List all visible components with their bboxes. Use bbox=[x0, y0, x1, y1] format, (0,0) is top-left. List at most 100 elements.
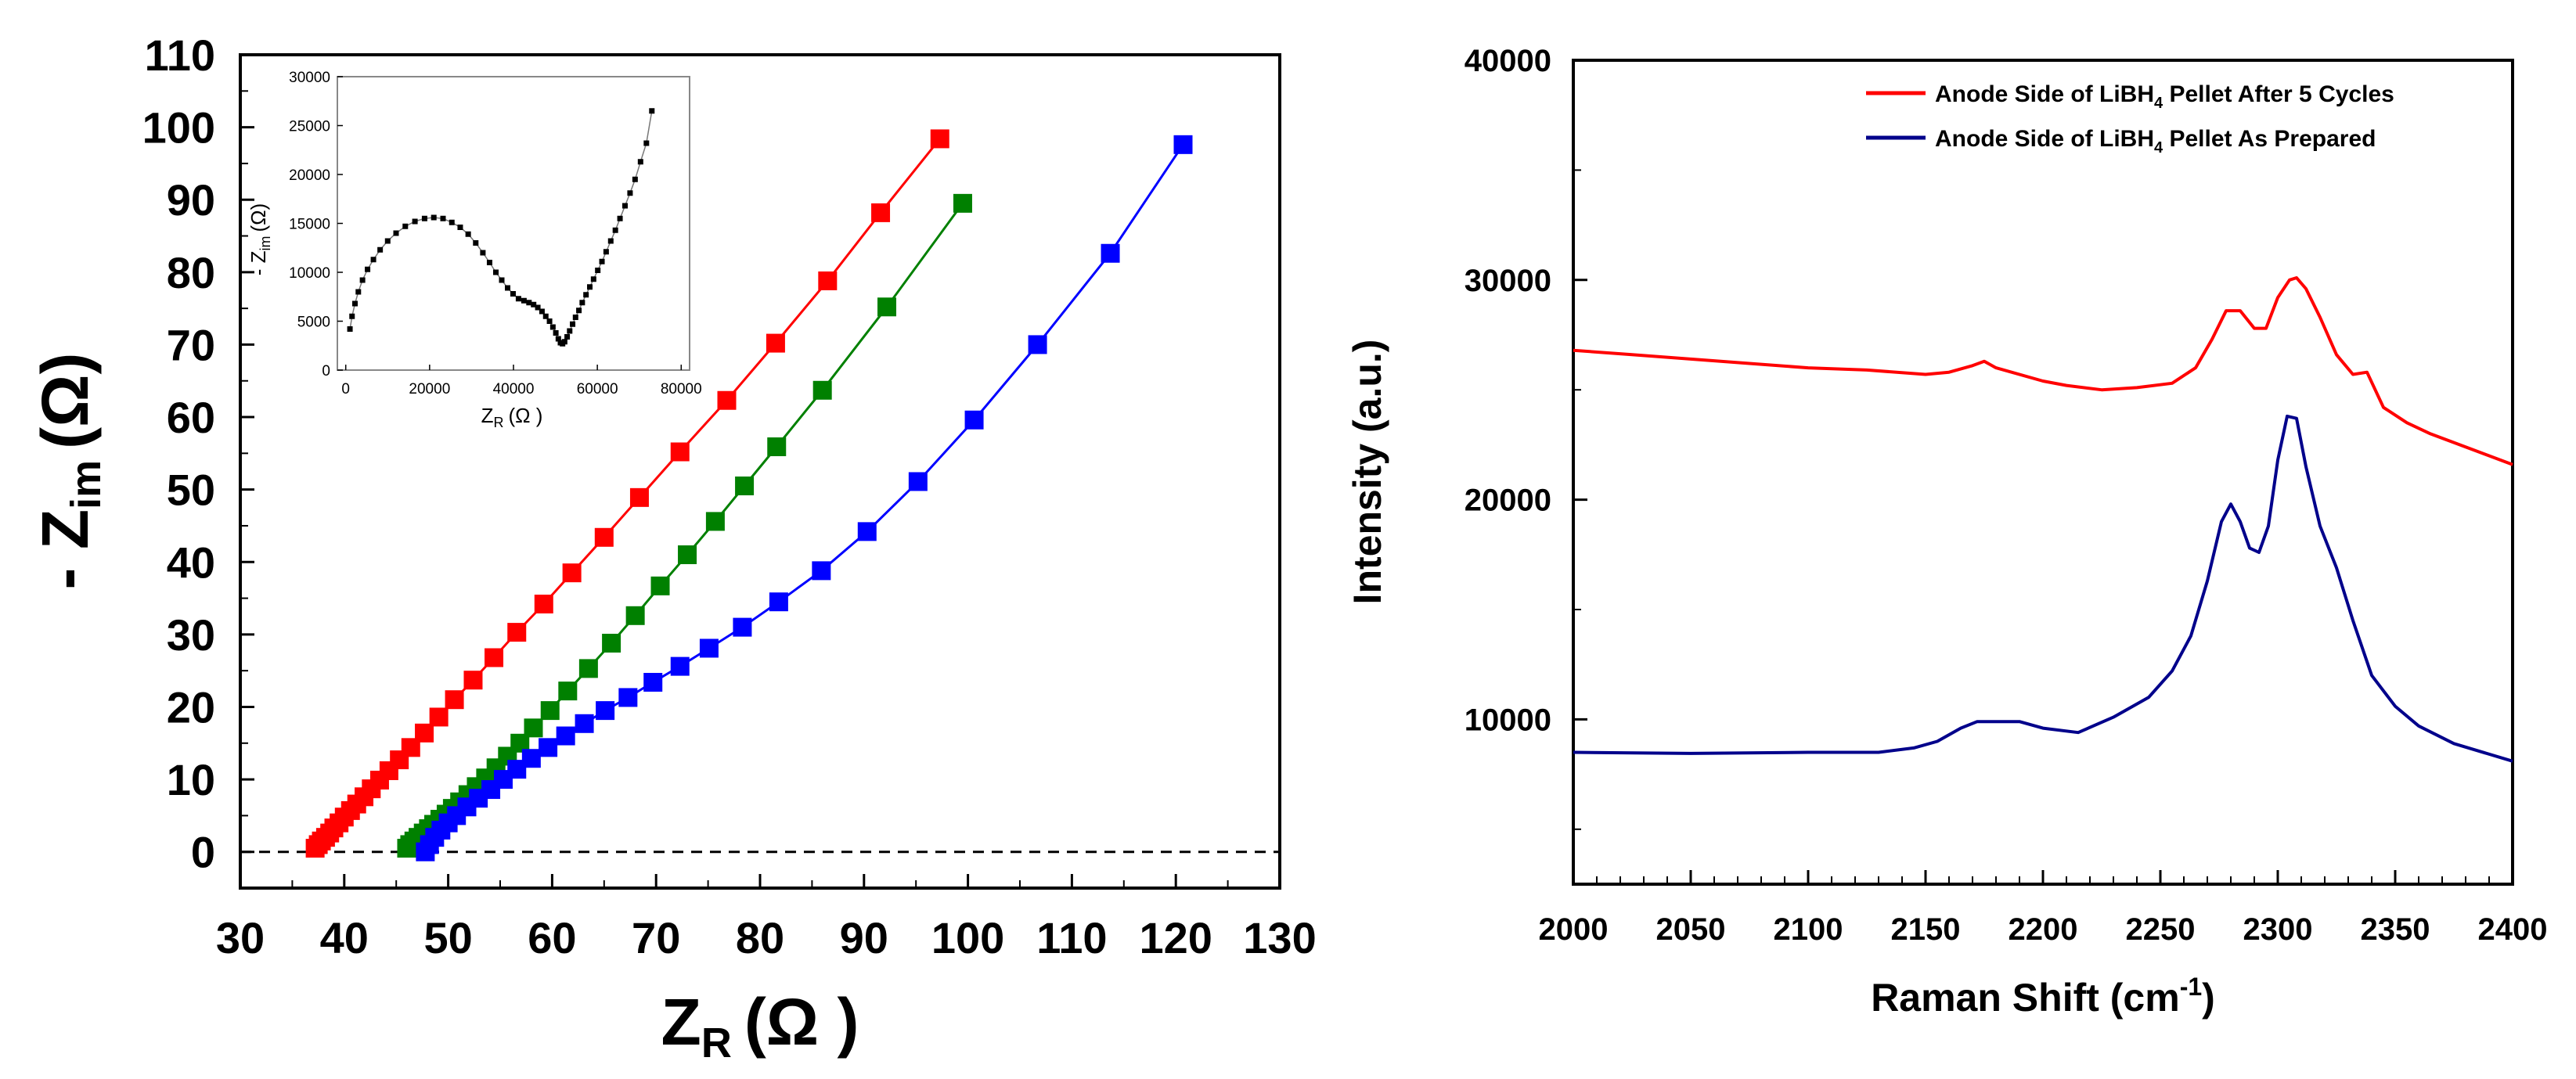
data-point-red bbox=[415, 723, 434, 743]
x-tick-label: 70 bbox=[632, 913, 680, 962]
inset-data-point bbox=[465, 231, 471, 237]
inset-data-point bbox=[526, 300, 532, 306]
inset-data-point bbox=[570, 321, 576, 327]
x-tick-label: 100 bbox=[931, 913, 1004, 962]
x-tick-label: 50 bbox=[423, 913, 472, 962]
data-point-blue bbox=[1028, 335, 1047, 354]
y-tick-label: 70 bbox=[167, 320, 215, 369]
data-point-red bbox=[629, 487, 649, 507]
data-point-green bbox=[540, 701, 560, 721]
inset-data-point bbox=[359, 277, 366, 283]
inset-data-point bbox=[493, 269, 499, 275]
data-point-blue bbox=[670, 656, 690, 676]
y-tick-label: 10 bbox=[167, 755, 215, 804]
data-point-blue bbox=[575, 714, 594, 733]
right-y-tick-label: 10000 bbox=[1465, 703, 1551, 737]
inset-frame bbox=[337, 76, 690, 371]
inset-data-point bbox=[572, 315, 578, 320]
data-point-red bbox=[930, 129, 949, 149]
inset-y-tick-label: 10000 bbox=[289, 265, 330, 282]
inset-data-point bbox=[549, 324, 556, 330]
y-tick-label: 80 bbox=[167, 248, 215, 297]
right-x-tick-label: 2300 bbox=[2243, 912, 2313, 947]
right-x-axis-label: Raman Shift (cm-1) bbox=[1871, 973, 2215, 1020]
right-x-tick-label: 2000 bbox=[1539, 912, 1609, 947]
data-point-green bbox=[602, 633, 621, 653]
inset-data-point bbox=[579, 300, 585, 306]
legend-label-asprepared: Anode Side of LiBH4 Pellet As Prepared bbox=[1935, 126, 2376, 156]
inset-y-tick-label: 25000 bbox=[289, 119, 330, 135]
x-tick-label: 130 bbox=[1243, 913, 1316, 962]
data-point-red bbox=[485, 648, 504, 667]
inset-data-point bbox=[576, 308, 582, 314]
inset-data-point bbox=[607, 238, 614, 244]
inset-data-point bbox=[531, 301, 537, 308]
data-point-green bbox=[678, 545, 697, 564]
inset-data-point bbox=[412, 218, 418, 225]
inset-data-point bbox=[521, 297, 527, 304]
inset-data-point bbox=[431, 214, 437, 221]
data-point-green bbox=[812, 380, 832, 400]
data-point-blue bbox=[908, 472, 928, 491]
inset-y-tick-label: 5000 bbox=[297, 315, 330, 331]
legend-label-after5: Anode Side of LiBH4 Pellet After 5 Cycle… bbox=[1935, 81, 2394, 112]
right-x-tick-label: 2100 bbox=[1774, 912, 1843, 947]
y-tick-label: 40 bbox=[167, 538, 215, 587]
legend: Anode Side of LiBH4 Pellet After 5 Cycle… bbox=[1866, 81, 2394, 156]
right-x-tick-label: 2350 bbox=[2361, 912, 2430, 947]
right-x-tick-label: 2150 bbox=[1891, 912, 1961, 947]
inset-data-point bbox=[365, 266, 371, 272]
data-point-red bbox=[463, 671, 483, 690]
data-point-blue bbox=[1173, 135, 1193, 154]
data-point-red bbox=[717, 390, 737, 410]
inset-x-tick-label: 40000 bbox=[493, 381, 535, 397]
data-point-green bbox=[735, 477, 755, 496]
inset-data-point bbox=[515, 296, 521, 302]
right-x-tick-label: 2250 bbox=[2126, 912, 2196, 947]
data-point-blue bbox=[812, 561, 831, 581]
inset-data-point bbox=[546, 318, 553, 324]
data-point-blue bbox=[618, 688, 638, 707]
inset-x-tick-label: 20000 bbox=[409, 381, 450, 397]
data-point-blue bbox=[733, 617, 752, 637]
spectrum-line-after5 bbox=[1573, 276, 2513, 466]
impedance-panel: 30 40 50 60 70 80 90 100 110 120 130 0 10 20 30 40 50 60… bbox=[28, 31, 1317, 1066]
y-tick-label: 90 bbox=[167, 175, 215, 225]
inset-data-point bbox=[564, 334, 571, 340]
data-point-red bbox=[871, 203, 891, 222]
inset-data-point bbox=[553, 330, 559, 336]
data-point-red bbox=[670, 442, 690, 462]
inset-data-point bbox=[349, 313, 355, 319]
data-point-red bbox=[429, 707, 449, 727]
data-point-green bbox=[953, 193, 972, 213]
data-point-blue bbox=[556, 726, 575, 746]
inset-data-point bbox=[347, 326, 353, 332]
y-tick-label: 30 bbox=[167, 610, 215, 660]
inset-data-point bbox=[561, 339, 567, 345]
inset-x-tick-label: 80000 bbox=[661, 381, 702, 397]
data-point-blue bbox=[857, 522, 877, 541]
inset-data-point bbox=[627, 190, 633, 196]
data-point-green bbox=[578, 659, 598, 678]
inset-data-point bbox=[402, 223, 409, 229]
data-point-red bbox=[562, 563, 582, 583]
inset-data-point bbox=[505, 285, 510, 291]
data-point-green bbox=[705, 512, 725, 531]
data-point-blue bbox=[964, 410, 984, 430]
right-y-tick-label: 20000 bbox=[1465, 484, 1551, 518]
inset-data-point bbox=[449, 219, 455, 225]
data-point-green bbox=[625, 606, 645, 625]
spectrum-line-asprepared bbox=[1573, 414, 2513, 763]
inset-y-tick-label: 20000 bbox=[289, 167, 330, 184]
inset-data-point bbox=[352, 300, 358, 307]
data-point-green bbox=[767, 437, 787, 457]
inset-data-point bbox=[499, 277, 505, 283]
x-tick-label: 120 bbox=[1139, 913, 1212, 962]
inset-y-axis-label: - Zim(Ω) bbox=[247, 203, 273, 276]
x-axis-label: ZR (Ω ) bbox=[661, 985, 859, 1066]
inset-data-point bbox=[473, 240, 479, 246]
inset-data-point bbox=[457, 225, 463, 230]
inset-data-point bbox=[510, 291, 516, 297]
data-point-red bbox=[818, 271, 838, 290]
